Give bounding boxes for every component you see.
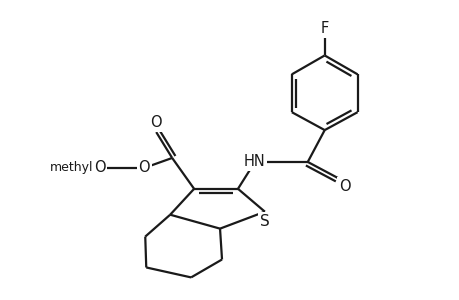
Text: O: O [94, 160, 105, 175]
Text: HN: HN [244, 154, 265, 169]
Text: S: S [259, 214, 269, 229]
Text: methyl: methyl [50, 161, 93, 174]
Text: O: O [338, 179, 350, 194]
Text: F: F [320, 21, 328, 36]
Text: O: O [150, 115, 162, 130]
Text: O: O [138, 160, 150, 175]
